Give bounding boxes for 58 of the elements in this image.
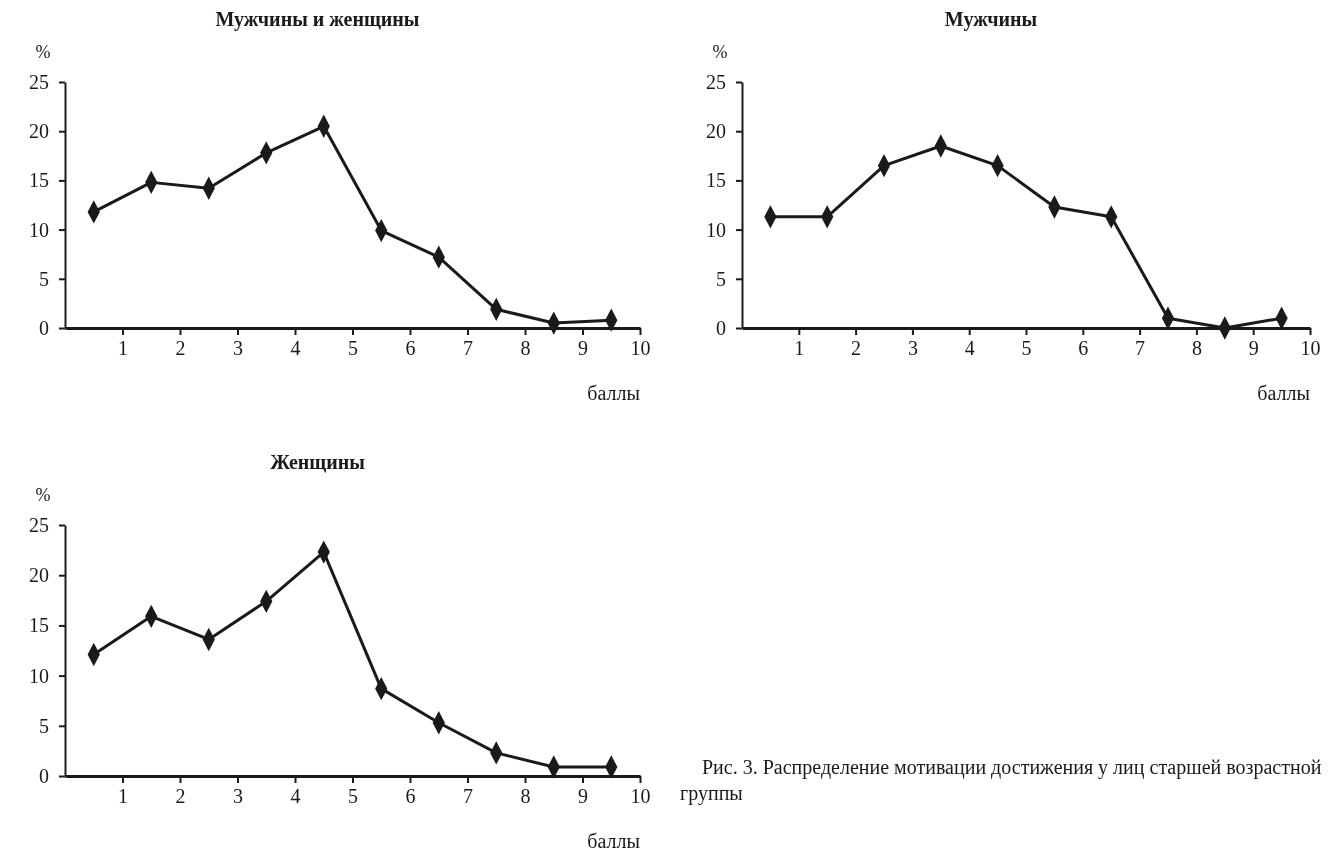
- x-tick-label: 10: [630, 337, 651, 360]
- x-tick-label: 1: [118, 785, 128, 808]
- chart-title: Мужчины: [944, 8, 1038, 31]
- y-tick-label: 5: [39, 267, 49, 290]
- x-axis-title: баллы: [587, 382, 640, 404]
- y-tick-label: 5: [716, 267, 726, 290]
- text: Рис. 3. Распределение мотивации достижения у лиц старшей возрастной группы: [680, 755, 1323, 806]
- y-tick-label: 0: [39, 764, 49, 787]
- chart-title: Мужчины и женщины: [215, 8, 420, 31]
- x-tick-label: 3: [233, 785, 243, 808]
- y-tick-label: 15: [29, 169, 49, 192]
- y-tick-label: 25: [706, 70, 726, 93]
- y-tick-label: 25: [29, 70, 49, 93]
- x-tick-label: 2: [851, 337, 862, 360]
- y-axis-title: %: [35, 42, 51, 62]
- y-tick-label: 10: [706, 218, 726, 241]
- x-tick-label: 5: [348, 337, 358, 360]
- chart-title: Женщины: [270, 451, 366, 473]
- x-axis-title: баллы: [1257, 382, 1310, 404]
- x-tick-label: 10: [1300, 337, 1321, 360]
- x-tick-label: 7: [1135, 337, 1146, 360]
- y-tick-label: 10: [29, 664, 49, 687]
- x-tick-label: 8: [520, 337, 531, 360]
- x-tick-label: 7: [463, 337, 473, 360]
- x-tick-label: 6: [405, 785, 416, 808]
- y-tick-label: 0: [716, 316, 726, 339]
- y-tick-label: 20: [706, 120, 726, 143]
- x-tick-label: 10: [630, 785, 651, 808]
- y-tick-label: 20: [29, 564, 49, 587]
- x-tick-label: 5: [348, 785, 358, 808]
- x-tick-label: 3: [907, 337, 918, 360]
- x-tick-label: 9: [1248, 337, 1259, 360]
- x-tick-label: 2: [175, 337, 186, 360]
- y-tick-label: 15: [706, 169, 726, 192]
- x-tick-label: 2: [175, 785, 186, 808]
- x-tick-label: 4: [964, 337, 975, 360]
- y-axis-title: %: [35, 485, 51, 505]
- y-tick-label: 25: [29, 513, 49, 536]
- x-tick-label: 6: [405, 337, 416, 360]
- x-tick-label: 4: [290, 337, 301, 360]
- y-tick-label: 20: [29, 120, 49, 143]
- y-axis-title: %: [712, 42, 728, 62]
- x-tick-label: 5: [1021, 337, 1032, 360]
- y-tick-label: 15: [29, 614, 49, 637]
- x-tick-label: 4: [290, 785, 301, 808]
- x-tick-label: 1: [794, 337, 805, 360]
- x-tick-label: 9: [578, 337, 588, 360]
- x-tick-label: 8: [520, 785, 531, 808]
- y-tick-label: 5: [39, 714, 49, 737]
- x-tick-label: 6: [1078, 337, 1089, 360]
- x-tick-label: 3: [233, 337, 243, 360]
- x-tick-label: 9: [578, 785, 588, 808]
- x-tick-label: 7: [463, 785, 473, 808]
- y-tick-label: 0: [39, 316, 49, 339]
- x-tick-label: 1: [118, 337, 128, 360]
- x-axis-title: баллы: [587, 830, 640, 852]
- y-tick-label: 10: [29, 218, 49, 241]
- x-tick-label: 8: [1191, 337, 1202, 360]
